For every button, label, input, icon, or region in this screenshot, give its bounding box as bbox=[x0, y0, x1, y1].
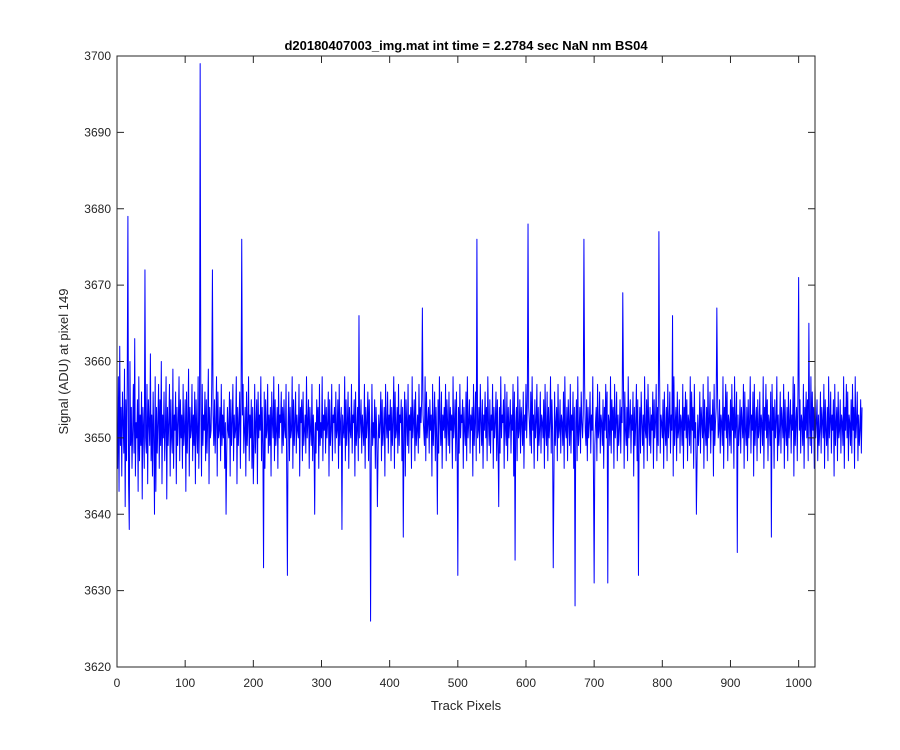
y-tick-label: 3650 bbox=[84, 431, 111, 445]
y-tick-label: 3630 bbox=[84, 584, 111, 598]
x-axis-label: Track Pixels bbox=[431, 698, 502, 713]
x-tick-label: 100 bbox=[175, 676, 195, 690]
x-tick-label: 900 bbox=[720, 676, 740, 690]
y-tick-label: 3660 bbox=[84, 355, 111, 369]
y-tick-label: 3700 bbox=[84, 49, 111, 63]
x-tick-label: 200 bbox=[243, 676, 263, 690]
y-tick-label: 3680 bbox=[84, 202, 111, 216]
x-tick-label: 600 bbox=[516, 676, 536, 690]
x-tick-label: 300 bbox=[311, 676, 331, 690]
y-tick-label: 3640 bbox=[84, 507, 111, 521]
x-tick-label: 800 bbox=[652, 676, 672, 690]
y-tick-label: 3690 bbox=[84, 125, 111, 139]
axes-box bbox=[116, 55, 816, 668]
series-line bbox=[116, 63, 863, 622]
x-tick-label: 500 bbox=[448, 676, 468, 690]
axes-background bbox=[117, 56, 815, 667]
x-tick-label: 700 bbox=[584, 676, 604, 690]
x-tick-label: 1000 bbox=[785, 676, 812, 690]
x-tick-label: 0 bbox=[114, 676, 121, 690]
series-group bbox=[116, 63, 863, 622]
y-tick-label: 3670 bbox=[84, 278, 111, 292]
y-axis-label: Signal (ADU) at pixel 149 bbox=[56, 289, 71, 435]
y-tick-label: 3620 bbox=[84, 660, 111, 674]
ticks-group: 0 100 200 300 400 500 600 700 800 900 1000 3620 3630… bbox=[84, 49, 815, 690]
x-tick-label: 400 bbox=[380, 676, 400, 690]
chart-title: d20180407003_img.mat int time = 2.2784 s… bbox=[284, 38, 648, 53]
